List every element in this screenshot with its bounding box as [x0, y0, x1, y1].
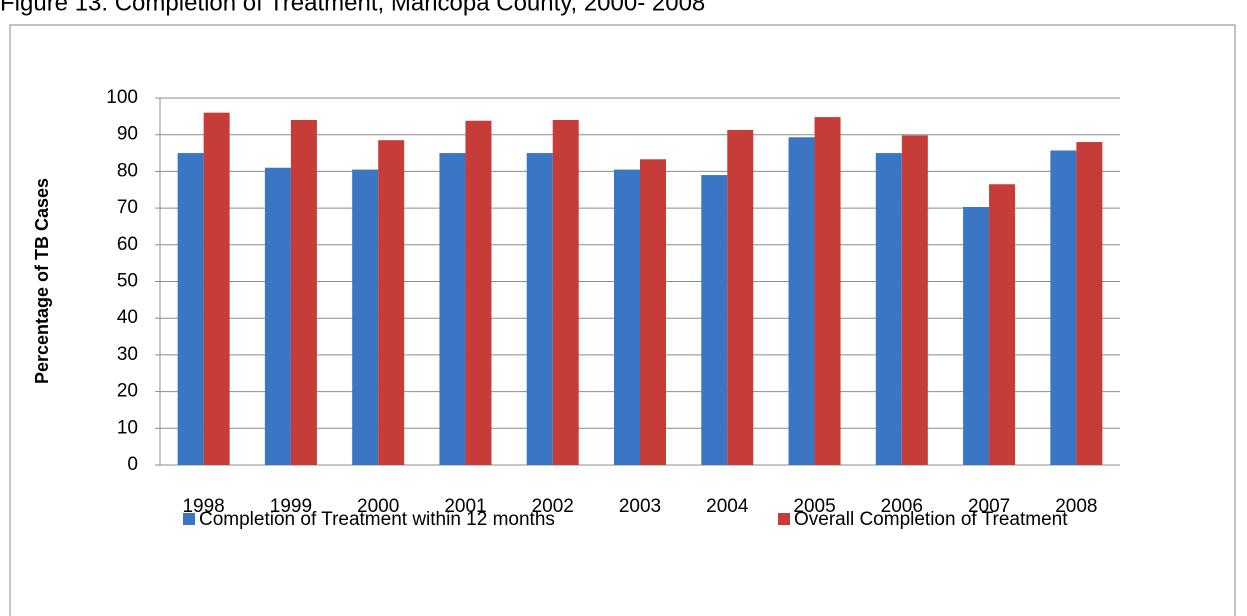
- y-tick-label: 70: [117, 197, 138, 218]
- x-tick-label: 2008: [1055, 496, 1097, 517]
- bar: [378, 140, 405, 465]
- chart-title: Figure 13: Completion of Treatment, Mari…: [0, 0, 705, 16]
- y-tick-label: 60: [117, 234, 138, 255]
- x-tick-label: 2002: [532, 496, 574, 517]
- bar: [526, 153, 553, 466]
- x-tick-label: 2003: [619, 496, 661, 517]
- y-tick-label: 90: [117, 124, 138, 145]
- bar: [465, 120, 492, 465]
- bar: [264, 167, 291, 466]
- y-tick-label: 10: [117, 417, 138, 438]
- y-tick-label: 50: [117, 271, 138, 292]
- y-tick-label: 20: [117, 381, 138, 402]
- y-tick-label: 40: [117, 307, 138, 328]
- bar: [352, 169, 379, 465]
- x-tick-label: 2000: [357, 496, 399, 517]
- x-tick-label: 2001: [444, 496, 486, 517]
- bar: [989, 184, 1016, 465]
- y-axis-label: Percentage of TB Cases: [32, 178, 52, 384]
- bar: [640, 159, 666, 465]
- y-tick-label: 30: [117, 344, 138, 365]
- y-tick-label: 80: [117, 160, 138, 181]
- y-tick-label: 0: [127, 454, 138, 475]
- bar: [439, 153, 466, 466]
- bar: [788, 137, 815, 466]
- bar: [552, 120, 579, 466]
- bar: [177, 153, 204, 466]
- bar: [1076, 142, 1103, 466]
- legend-swatch: [778, 513, 790, 525]
- bar: [614, 169, 640, 465]
- chart-border: [9, 24, 1236, 616]
- legend-label: Overall Completion of Treatment: [794, 509, 1068, 530]
- x-tick-label: 1998: [182, 496, 224, 517]
- bar: [203, 112, 230, 466]
- bar: [1050, 150, 1077, 465]
- bar: [875, 153, 902, 466]
- x-tick-label: 2006: [881, 496, 923, 517]
- bar: [290, 120, 317, 466]
- y-tick-label: 100: [106, 87, 138, 108]
- x-tick-label: 1999: [270, 496, 312, 517]
- x-tick-label: 2005: [793, 496, 835, 517]
- bar: [901, 135, 928, 465]
- bar: [963, 206, 990, 465]
- legend-label: Completion of Treatment within 12 months: [199, 509, 555, 530]
- legend-swatch: [183, 513, 195, 525]
- bar: [727, 129, 754, 465]
- x-tick-label: 2007: [968, 496, 1010, 517]
- bar: [814, 117, 841, 466]
- bar: [701, 175, 728, 465]
- x-tick-label: 2004: [706, 496, 749, 517]
